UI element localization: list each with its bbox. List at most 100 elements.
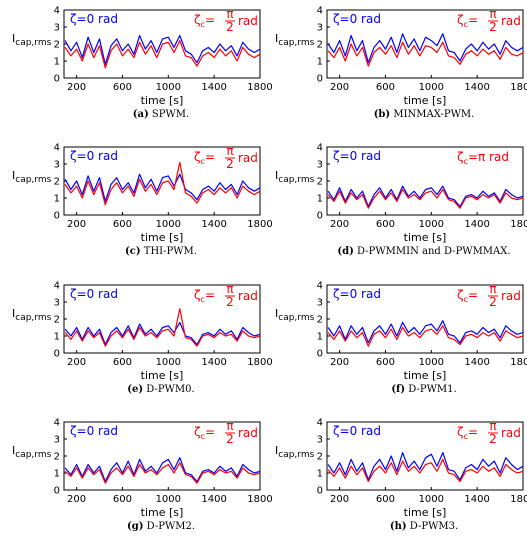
y-tick-label: 0 <box>317 211 323 222</box>
series-line-red <box>327 41 524 67</box>
y-tick-label: 2 <box>54 315 60 326</box>
x-tick-label: 1400 <box>464 219 489 230</box>
x-tick-label: 1800 <box>247 219 272 230</box>
y-axis-label-subscript: cap,rms <box>15 313 51 323</box>
y-tick-label: 4 <box>317 281 323 292</box>
x-tick-label: 200 <box>330 219 349 230</box>
annotation-left: ζ=0 rad <box>333 12 381 26</box>
y-tick-label: 3 <box>54 160 60 171</box>
y-tick-label: 2 <box>54 177 60 188</box>
x-tick-label: 1400 <box>464 357 489 368</box>
y-tick-label: 0 <box>317 74 323 85</box>
x-axis-label: time [s] <box>404 506 447 519</box>
x-tick-label: 1000 <box>156 357 181 368</box>
panel-caption-letter: (h) <box>390 521 407 532</box>
x-tick-label: 600 <box>376 82 395 93</box>
y-tick-label: 1 <box>54 194 60 205</box>
y-tick-label: 2 <box>317 452 323 463</box>
panel-caption: (c) THI-PWM. <box>125 246 197 257</box>
x-tick-label: 1800 <box>510 219 527 230</box>
y-tick-label: 3 <box>54 435 60 446</box>
panel-caption-text: SPWM. <box>149 109 189 120</box>
annotation-right-subscript: c <box>201 432 205 441</box>
series-line-blue <box>64 34 261 66</box>
y-tick-label: 2 <box>54 452 60 463</box>
y-axis-label-subscript: cap,rms <box>15 38 51 48</box>
series-line-red <box>64 39 261 69</box>
y-tick-label: 3 <box>54 298 60 309</box>
annotation-fraction-denominator: 2 <box>489 295 497 309</box>
annotation-fraction-denominator: 2 <box>226 432 234 446</box>
series-line-blue <box>64 321 261 346</box>
y-tick-label: 1 <box>54 469 60 480</box>
y-tick-label: 0 <box>54 486 60 497</box>
annotation-left: ζ=0 rad <box>333 424 381 438</box>
y-axis-label: Icap,rms <box>275 444 315 460</box>
panel-caption: (e) D-PWM0. <box>127 384 194 395</box>
annotation-right-text: = <box>205 13 215 27</box>
panel-caption-letter: (g) <box>127 521 143 532</box>
annotation-fraction-numerator: π <box>489 419 496 433</box>
annotation-fraction-numerator: π <box>489 7 496 21</box>
annotation-right-text: = <box>468 288 478 302</box>
y-axis-label: Icap,rms <box>275 307 315 323</box>
series-line-blue <box>327 320 524 344</box>
annotation-fraction-denominator: 2 <box>489 20 497 34</box>
y-tick-label: 4 <box>317 6 323 17</box>
series-line-red <box>327 458 524 483</box>
panel-caption: (f) D-PWM1. <box>391 384 456 395</box>
series-line-red <box>327 325 524 347</box>
x-tick-label: 1400 <box>201 494 226 505</box>
x-tick-label: 600 <box>113 494 132 505</box>
y-tick-label: 4 <box>54 418 60 429</box>
annotation-right-subscript: c <box>464 295 468 304</box>
annotation-fraction-denominator: 2 <box>226 20 234 34</box>
annotation-right-subscript: c <box>201 20 205 29</box>
annotation-right-subscript: c <box>464 157 468 166</box>
y-tick-label: 2 <box>317 40 323 51</box>
series-line-red <box>64 161 261 206</box>
y-tick-label: 2 <box>317 177 323 188</box>
series-line-blue <box>327 185 524 208</box>
annotation-right-text: = <box>468 13 478 27</box>
annotation-fraction-numerator: π <box>226 419 233 433</box>
annotation-fraction-numerator: π <box>226 144 233 158</box>
x-tick-label: 1800 <box>247 494 272 505</box>
annotation-fraction-numerator: π <box>489 282 496 296</box>
y-axis-label-subscript: cap,rms <box>278 450 314 460</box>
y-tick-label: 1 <box>317 194 323 205</box>
panel-c: 0 1 2 3 4 200 600 1000 1400 1800 Icap,rms time [s] ζ… <box>12 143 273 258</box>
y-tick-label: 0 <box>317 349 323 360</box>
annotation-right-unit: rad <box>238 426 258 440</box>
panel-caption-text: MINMAX-PWM. <box>390 109 474 120</box>
x-tick-label: 1400 <box>201 82 226 93</box>
x-tick-label: 1800 <box>510 357 527 368</box>
y-tick-label: 4 <box>54 281 60 292</box>
annotation-left: ζ=0 rad <box>70 287 118 301</box>
x-tick-label: 200 <box>67 219 86 230</box>
annotation-fraction-denominator: 2 <box>489 432 497 446</box>
annotation-right-subscript: c <box>201 295 205 304</box>
y-axis-label-subscript: cap,rms <box>278 38 314 48</box>
annotation-left: ζ=0 rad <box>333 149 381 163</box>
y-axis-label: Icap,rms <box>12 32 52 48</box>
x-tick-label: 1800 <box>510 494 527 505</box>
y-tick-label: 4 <box>317 418 323 429</box>
y-tick-label: 2 <box>317 315 323 326</box>
y-tick-label: 0 <box>54 74 60 85</box>
y-axis-label-subscript: cap,rms <box>278 313 314 323</box>
annotation-right-unit: rad <box>238 289 258 303</box>
annotation-right-text: =π rad <box>468 150 509 164</box>
x-axis-label: time [s] <box>141 94 184 107</box>
panel-caption-text: D-PWM3. <box>407 521 459 532</box>
panel-caption: (b) MINMAX-PWM. <box>374 109 475 120</box>
x-axis-label: time [s] <box>141 369 184 382</box>
y-axis-label-subscript: cap,rms <box>15 175 51 185</box>
panel-caption-text: D-PWM2. <box>143 521 195 532</box>
x-tick-label: 200 <box>330 494 349 505</box>
panel-caption-text: THI-PWM. <box>141 246 197 257</box>
annotation-left: ζ=0 rad <box>70 424 118 438</box>
panel-b: 0 1 2 3 4 200 600 1000 1400 1800 Icap,rms time [s] ζ… <box>275 6 527 121</box>
panel-caption-letter: (c) <box>125 246 141 257</box>
panel-caption-letter: (e) <box>127 384 143 395</box>
